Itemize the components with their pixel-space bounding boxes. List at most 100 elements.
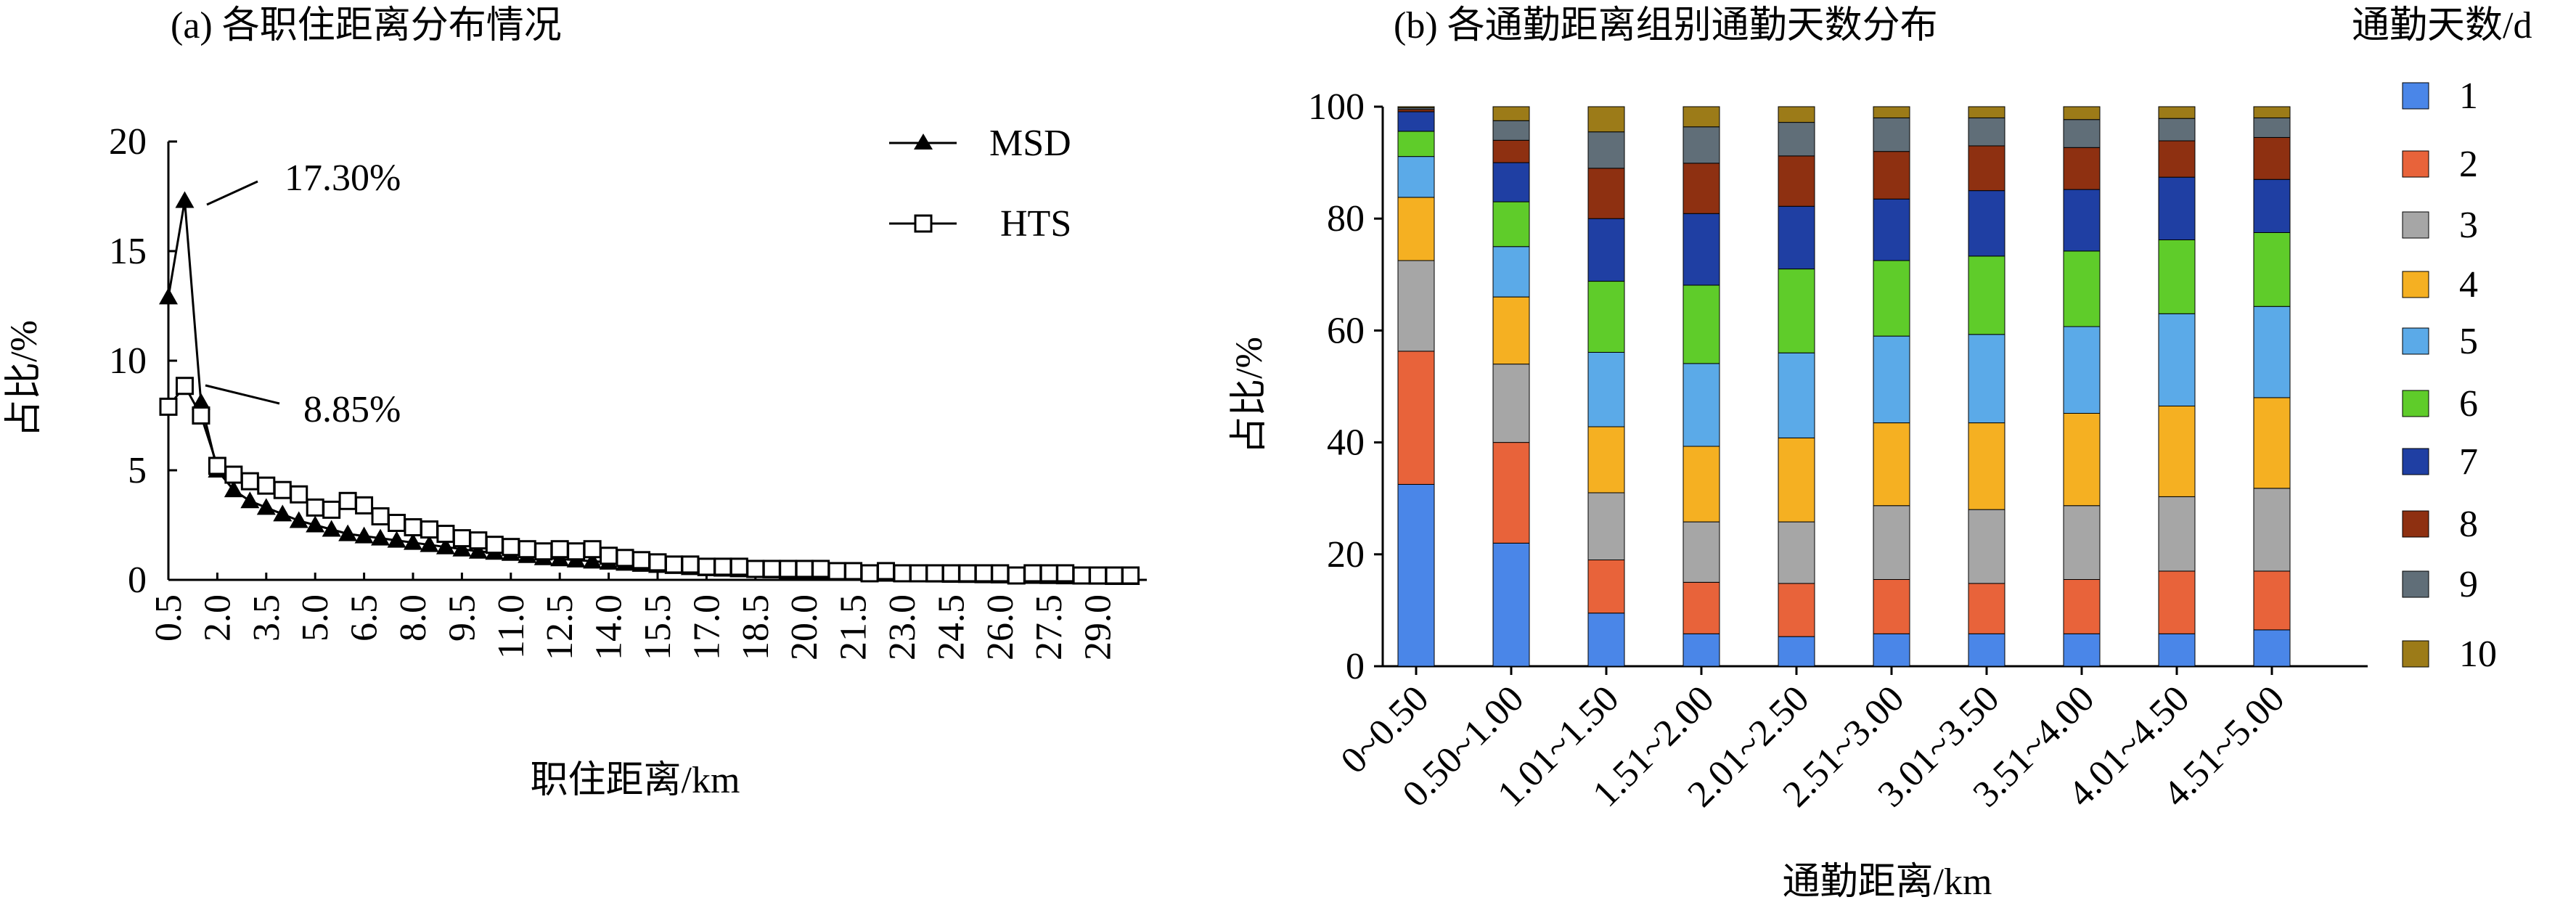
bar-segment-1: [2063, 633, 2101, 667]
chart-b-legend: 1 2 3 4 5 6 7 8 9 10: [2402, 75, 2497, 675]
bar-segment-6: [2158, 239, 2196, 314]
x-tick-label: 11.0: [491, 594, 532, 659]
bar-segment-3: [1968, 509, 2005, 584]
x-tick-label: 20.0: [784, 594, 825, 660]
hts-point: [567, 542, 586, 561]
hts-point: [175, 377, 194, 396]
bar-segment-9: [1492, 120, 1530, 141]
bar-segment-6: [1397, 131, 1435, 157]
legend-label-7: 7: [2459, 441, 2478, 483]
hts-point: [616, 549, 634, 568]
hts-point: [355, 496, 374, 515]
hts-point: [452, 529, 471, 548]
hts-point: [518, 540, 536, 559]
x-tick-label: 2.0: [197, 594, 238, 642]
bar-segment-10: [2253, 106, 2291, 118]
bar-segment-1: [1587, 613, 1625, 667]
x-tick-label: 9.5: [441, 594, 483, 642]
bar-segment-3: [1873, 505, 1910, 580]
bar-segment-2: [2158, 570, 2196, 634]
bar-segment-10: [1492, 106, 1530, 121]
legend-label-5: 5: [2459, 321, 2478, 362]
y-tick-label: 10: [109, 340, 147, 382]
x-tick-label: 5.0: [295, 594, 336, 642]
legend-label-1: 1: [2459, 75, 2478, 117]
annotation-leader-msd-peak: [206, 180, 258, 206]
bar-segment-8: [1587, 168, 1625, 219]
chart-b-xlabel: 通勤距离/km: [1783, 861, 1992, 903]
bar-segment-3: [1397, 260, 1435, 352]
bar-segment-4: [1873, 422, 1910, 507]
annotation-hts-peak: 8.85%: [303, 389, 401, 430]
hts-point: [469, 531, 488, 550]
legend-swatch-8: [2402, 510, 2429, 538]
bar-segment-8: [1873, 151, 1910, 200]
msd-point: [256, 498, 276, 515]
hts-point: [534, 542, 553, 561]
chart-a-xlabel: 职住距离/km: [531, 760, 740, 801]
bar-segment-9: [2253, 117, 2291, 138]
chart-a-ylabel: 占比/%: [4, 320, 45, 438]
hts-point: [600, 546, 618, 565]
hts-point: [844, 562, 863, 581]
legend-swatch-1: [2402, 82, 2429, 110]
msd-point: [452, 539, 472, 557]
hts-point: [1007, 566, 1026, 585]
bar-segment-4: [2158, 405, 2196, 497]
legend-swatch-9: [2402, 570, 2429, 598]
msd-point: [404, 533, 422, 550]
bar-segment-6: [1682, 284, 1720, 364]
hts-point: [958, 564, 977, 583]
bar-segment-1: [1682, 633, 1720, 667]
hts-point: [240, 472, 259, 491]
bar-segment-3: [2063, 505, 2101, 580]
bar-segment-6: [1778, 269, 1815, 353]
hts-point: [1105, 566, 1124, 585]
bar-segment-2: [2063, 578, 2101, 634]
msd-point: [338, 524, 358, 541]
bar-segment-10: [1397, 106, 1435, 109]
y-tick-label: 20: [109, 121, 147, 163]
bar-segment-3: [2158, 496, 2196, 572]
bar-segment-9: [1968, 117, 2005, 147]
bar-segment-7: [1778, 205, 1815, 270]
hts-point: [909, 564, 928, 583]
bar-segment-4: [1492, 296, 1530, 365]
chart-b-x-ticks: 0~0.500.50~1.001.01~1.501.51~2.002.01~2.…: [1333, 666, 2292, 815]
chart-a-title: (a) 各职住距离分布情况: [171, 5, 562, 46]
y-tick-label: 100: [1308, 86, 1365, 128]
legend-swatch-2: [2402, 150, 2429, 178]
chart-a-x-ticks: 0.5 2.0 3.5 5.0 6.5 8.0 9.5 11.0 12.5 14.0 15.5 17.…: [148, 573, 1119, 660]
bar-segment-5: [2063, 326, 2101, 414]
bar-segment-4: [1587, 426, 1625, 494]
y-tick-label: 20: [1327, 534, 1365, 576]
hts-point: [974, 564, 993, 583]
legend-label-10: 10: [2459, 634, 2497, 675]
hts-point: [159, 397, 178, 416]
bar-segment-2: [1682, 581, 1720, 634]
hts-point: [632, 551, 651, 570]
bar-segment-1: [1778, 636, 1815, 667]
bar-segment-5: [2158, 313, 2196, 406]
hts-point: [664, 555, 683, 574]
hts-point: [338, 491, 357, 510]
hts-point: [485, 536, 504, 554]
x-tick-label: 8.0: [393, 594, 434, 642]
bar-segment-6: [2253, 232, 2291, 307]
hts-point: [1039, 564, 1058, 583]
bar-segment-1: [1968, 633, 2005, 667]
bar-segment-8: [2158, 140, 2196, 178]
hts-point: [322, 500, 341, 519]
x-tick-label: 29.0: [1078, 594, 1119, 660]
bar-segment-6: [2063, 250, 2101, 327]
legend-hts-label: HTS: [1000, 203, 1071, 245]
bar-segment-5: [1682, 363, 1720, 447]
legend-hts-marker: [914, 214, 933, 233]
x-tick-label: 6.5: [344, 594, 385, 642]
bar-segment-4: [1778, 437, 1815, 523]
chart-b-ylabel: 占比/%: [1229, 337, 1270, 454]
bar-segment-3: [1682, 521, 1720, 583]
hts-point: [779, 560, 798, 578]
